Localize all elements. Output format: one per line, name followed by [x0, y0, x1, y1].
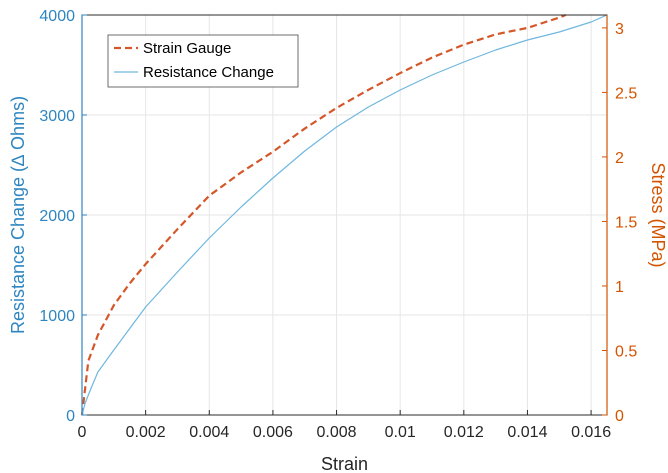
right-y-tick-label: 0.5	[615, 343, 637, 360]
x-tick-label: 0	[78, 424, 87, 441]
series-strain-gauge-line	[80, 13, 567, 416]
right-y-tick-label: 0	[615, 408, 624, 425]
right-y-tick-label: 1	[615, 279, 624, 296]
left-y-tick-label: 2000	[39, 208, 75, 225]
right-y-tick-label: 3	[615, 21, 624, 38]
x-tick-label: 0.004	[189, 424, 229, 441]
plot-area	[80, 13, 608, 416]
x-tick-label: 0.012	[444, 424, 484, 441]
right-y-axis-title: Stress (MPa)	[648, 162, 668, 267]
left-y-axis-title: Resistance Change (∆ Ohms)	[8, 96, 28, 334]
x-axis-title: Strain	[321, 454, 368, 473]
series-resistance-change-line	[81, 14, 608, 416]
x-tick-label: 0.016	[571, 424, 611, 441]
legend-box	[107, 34, 299, 88]
legend-label-resistance-change: Resistance Change	[143, 64, 274, 81]
x-tick-label: 0.01	[385, 424, 416, 441]
left-y-tick-label: 4000	[39, 8, 75, 25]
x-tick-label: 0.006	[253, 424, 293, 441]
axis-ticks: 0 0.002 0.004 0.006 0.008 0.01 0.012 0.014 0.016…	[39, 8, 637, 441]
left-y-tick-label: 0	[66, 408, 75, 425]
right-y-tick-label: 2	[615, 150, 624, 167]
left-y-tick-label: 1000	[39, 308, 75, 325]
right-y-tick-label: 2.5	[615, 85, 637, 102]
right-y-tick-label: 1.5	[615, 214, 637, 231]
legend-label-strain-gauge: Strain Gauge	[143, 40, 231, 57]
x-tick-label: 0.014	[507, 424, 547, 441]
x-tick-label: 0.008	[317, 424, 357, 441]
left-y-tick-label: 3000	[39, 108, 75, 125]
x-tick-label: 0.002	[126, 424, 166, 441]
legend: Strain Gauge Resistance Change	[107, 34, 299, 88]
